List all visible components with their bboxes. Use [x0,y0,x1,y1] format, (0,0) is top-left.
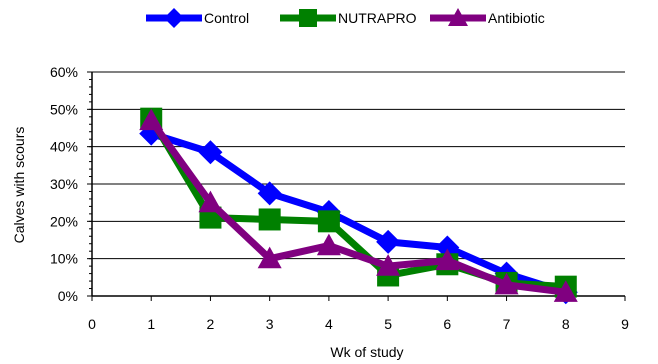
data-point [435,248,460,271]
y-tick-label: 10% [50,251,78,267]
x-tick-label: 2 [207,316,215,332]
x-tick-label: 9 [621,316,629,332]
gridlines [92,71,625,297]
data-point [553,280,578,302]
series-antibiotic [139,108,578,302]
data-point [257,246,282,269]
data-point [299,9,317,27]
x-axis-label: Wk of study [330,344,403,360]
data-point [198,190,223,213]
axes [87,71,626,301]
series-line [150,130,567,296]
series-layer [139,107,578,305]
data-point [258,208,281,231]
legend-item-nutrapro: NUTRAPRO [280,9,417,27]
x-tick-label: 5 [384,316,392,332]
data-point [317,210,340,233]
legend-item-antibiotic: Antibiotic [430,8,545,26]
y-tick-label: 40% [50,139,78,155]
data-point [376,254,401,276]
y-tick-label: 20% [50,213,78,229]
y-axis-label: Calves with scours [11,127,27,244]
data-point [316,233,341,256]
data-point [139,121,164,146]
tick-labels: 0% 10% 20% 30% 40% 50% 60% 0 1 2 3 4 5 6 7 8 9 [50,64,629,332]
data-point [198,140,223,165]
data-point [448,8,468,26]
data-point [139,108,164,131]
y-tick-label: 30% [50,176,78,192]
legend-label: Antibiotic [488,10,545,26]
legend-label: NUTRAPRO [338,10,417,26]
y-tick-label: 50% [50,101,78,117]
x-tick-label: 6 [443,316,451,332]
x-tick-label: 1 [147,316,155,332]
data-point [435,235,460,260]
x-tick-label: 8 [562,316,570,332]
data-point [257,181,282,206]
data-point [494,272,519,295]
legend-item-control: Control [146,8,249,28]
y-tick-label: 0% [58,288,78,304]
x-tick-label: 4 [325,316,333,332]
x-tick-label: 3 [266,316,274,332]
legend-label: Control [204,10,249,26]
y-tick-label: 60% [50,64,78,80]
legend: Control NUTRAPRO Antibiotic [146,8,545,28]
x-tick-label: 7 [503,316,511,332]
data-point [164,8,184,28]
x-tick-label: 0 [88,316,96,332]
data-point [376,229,401,254]
